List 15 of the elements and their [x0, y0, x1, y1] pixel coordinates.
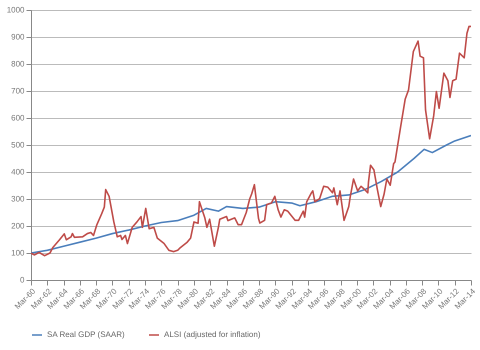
y-tick-label: 700	[11, 86, 26, 96]
y-tick-label: 100	[11, 248, 26, 258]
y-tick-label: 800	[11, 60, 26, 68]
y-tick-label: 900	[11, 32, 26, 42]
line-series	[31, 134, 471, 254]
y-tick-label: 400	[11, 168, 26, 176]
y-tick-label: 300	[11, 194, 26, 204]
y-tick-label: 600	[11, 114, 26, 122]
legend-label: ALSI (adjusted for inflation)	[164, 330, 261, 339]
legend-label: SA Real GDP (SAAR)	[47, 330, 125, 339]
y-tick-label: 500	[11, 140, 26, 150]
y-tick-label: 1000	[6, 6, 26, 14]
line-series	[31, 26, 471, 256]
y-tick-label: 0	[20, 276, 26, 284]
y-tick-label: 200	[11, 222, 26, 230]
